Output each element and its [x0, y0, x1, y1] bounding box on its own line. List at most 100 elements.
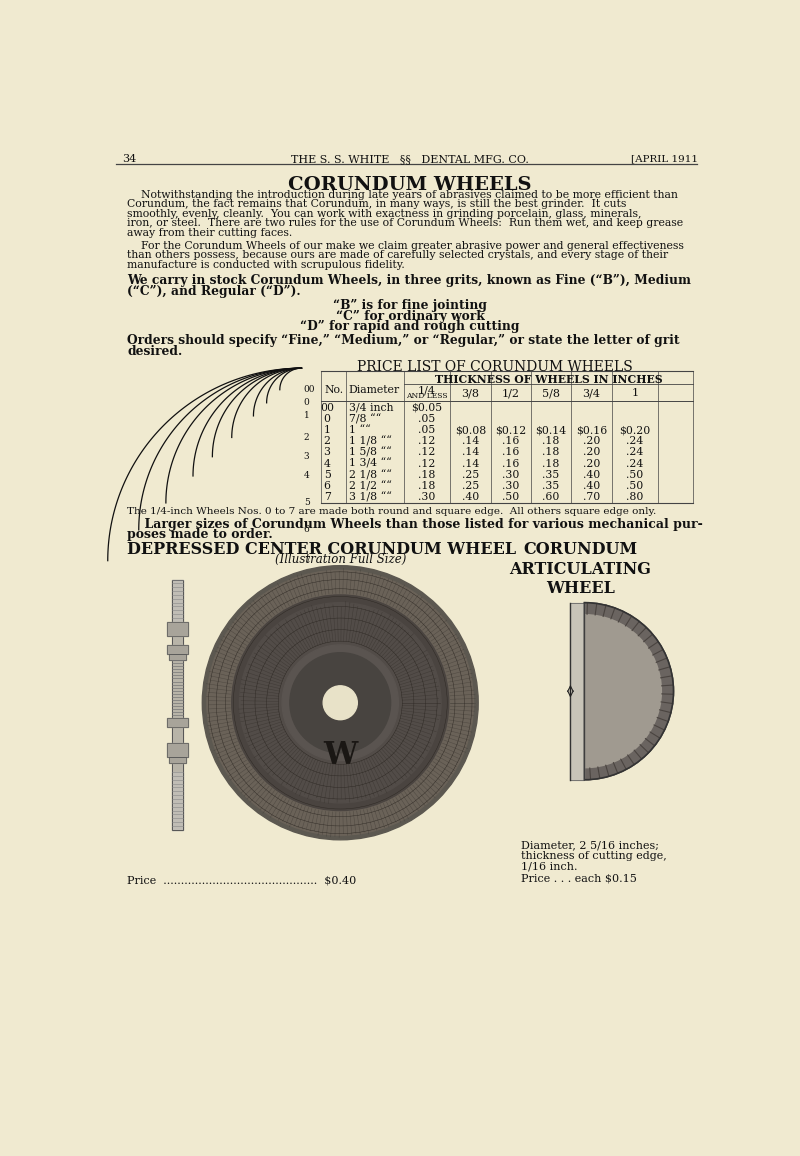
- Text: thickness of cutting edge,: thickness of cutting edge,: [521, 851, 666, 860]
- Text: CORUNDUM WHEELS: CORUNDUM WHEELS: [288, 176, 532, 194]
- Text: .25: .25: [462, 481, 479, 491]
- Text: .12: .12: [418, 447, 436, 458]
- Text: Notwithstanding the introduction during late years of abrasives claimed to be mo: Notwithstanding the introduction during …: [127, 190, 678, 200]
- Text: Diameter: Diameter: [349, 385, 400, 395]
- Bar: [166, 645, 188, 654]
- Text: 5: 5: [324, 469, 330, 480]
- Text: away from their cutting faces.: away from their cutting faces.: [127, 228, 292, 238]
- Bar: [169, 654, 186, 660]
- Text: 2: 2: [304, 434, 310, 442]
- Text: THE S. S. WHITE   §§   DENTAL MFG. CO.: THE S. S. WHITE §§ DENTAL MFG. CO.: [291, 154, 529, 164]
- Text: 7: 7: [304, 556, 310, 565]
- Text: 5: 5: [304, 498, 310, 507]
- Text: .16: .16: [502, 436, 519, 446]
- Text: .50: .50: [502, 492, 519, 502]
- Text: .18: .18: [542, 447, 560, 458]
- Text: than others possess, because ours are made of carefully selected crystals, and e: than others possess, because ours are ma…: [127, 251, 668, 260]
- Text: 0: 0: [323, 414, 330, 424]
- Circle shape: [202, 565, 478, 839]
- Bar: [172, 579, 183, 830]
- Text: 6: 6: [323, 481, 330, 491]
- Wedge shape: [584, 614, 663, 769]
- Text: .16: .16: [502, 447, 519, 458]
- Bar: [166, 645, 188, 654]
- Wedge shape: [584, 602, 674, 780]
- Text: $0.08: $0.08: [455, 425, 486, 435]
- Text: .12: .12: [418, 436, 436, 446]
- Circle shape: [290, 653, 390, 753]
- Circle shape: [207, 570, 474, 835]
- Text: .60: .60: [542, 492, 560, 502]
- Text: .12: .12: [418, 459, 436, 468]
- Bar: [166, 718, 188, 727]
- Text: Price  ............................................  $0.40: Price ..................................…: [127, 876, 356, 885]
- Text: smoothly, evenly, cleanly.  You can work with exactness in grinding porcelain, g: smoothly, evenly, cleanly. You can work …: [127, 209, 642, 218]
- Text: CORUNDUM
ARTICULATING
WHEEL: CORUNDUM ARTICULATING WHEEL: [510, 541, 651, 598]
- Text: .18: .18: [418, 469, 436, 480]
- Circle shape: [282, 645, 398, 761]
- Text: 5/8: 5/8: [542, 388, 560, 398]
- Text: 3/4: 3/4: [582, 388, 600, 398]
- Text: .24: .24: [626, 436, 643, 446]
- Text: 7: 7: [324, 492, 330, 502]
- Text: We carry in stock Corundum Wheels, in three grits, known as Fine (“B”), Medium: We carry in stock Corundum Wheels, in th…: [127, 274, 691, 287]
- Text: $0.16: $0.16: [576, 425, 607, 435]
- Text: No.: No.: [325, 385, 344, 395]
- Text: .05: .05: [418, 425, 436, 435]
- Text: .05: .05: [418, 414, 436, 424]
- Text: .14: .14: [462, 459, 479, 468]
- Text: $0.12: $0.12: [495, 425, 526, 435]
- Text: poses made to order.: poses made to order.: [127, 528, 273, 541]
- Text: .35: .35: [542, 481, 560, 491]
- Text: 1: 1: [304, 412, 310, 421]
- Text: 0: 0: [304, 399, 310, 407]
- Bar: [166, 622, 188, 636]
- Text: $0.05: $0.05: [411, 402, 442, 413]
- Bar: [166, 718, 188, 727]
- Bar: [166, 622, 188, 636]
- Text: $0.14: $0.14: [535, 425, 566, 435]
- Text: DEPRESSED CENTER CORUNDUM WHEEL: DEPRESSED CENTER CORUNDUM WHEEL: [127, 541, 516, 558]
- Text: .40: .40: [462, 492, 479, 502]
- Text: .14: .14: [462, 447, 479, 458]
- Text: 1 ““: 1 ““: [349, 425, 370, 435]
- Text: 1: 1: [631, 388, 638, 398]
- Text: 3 1/8 ““: 3 1/8 ““: [349, 492, 392, 503]
- Text: Corundum, the fact remains that Corundum, in many ways, is still the best grinde: Corundum, the fact remains that Corundum…: [127, 199, 626, 209]
- Text: 34: 34: [122, 154, 136, 164]
- Text: 1: 1: [323, 425, 330, 435]
- Bar: [570, 602, 584, 780]
- Text: 2 1/2 ““: 2 1/2 ““: [349, 481, 392, 491]
- Text: Larger sizes of Corundum Wheels than those listed for various mechanical pur-: Larger sizes of Corundum Wheels than tho…: [127, 518, 703, 531]
- Text: “D” for rapid and rough cutting: “D” for rapid and rough cutting: [300, 320, 520, 333]
- Text: 1 1/8 ““: 1 1/8 ““: [349, 436, 392, 446]
- Text: (Illustration Full Size): (Illustration Full Size): [274, 554, 406, 566]
- Text: .24: .24: [626, 447, 643, 458]
- Bar: [172, 579, 183, 830]
- Text: .35: .35: [542, 469, 560, 480]
- Text: 3/4 inch: 3/4 inch: [349, 402, 394, 413]
- Text: “C” for ordinary work: “C” for ordinary work: [336, 310, 484, 323]
- Text: 4: 4: [324, 459, 330, 468]
- Text: 7/8 ““: 7/8 ““: [349, 414, 381, 424]
- Text: .20: .20: [582, 436, 600, 446]
- Text: .18: .18: [542, 436, 560, 446]
- Text: .20: .20: [582, 459, 600, 468]
- Text: .40: .40: [582, 469, 600, 480]
- Text: .14: .14: [462, 436, 479, 446]
- Circle shape: [232, 595, 449, 810]
- Bar: [570, 602, 584, 780]
- Text: .20: .20: [582, 447, 600, 458]
- Text: .25: .25: [462, 469, 479, 480]
- Text: .18: .18: [542, 459, 560, 468]
- Circle shape: [239, 602, 441, 803]
- Text: 3: 3: [304, 452, 310, 461]
- Bar: [172, 579, 183, 622]
- Text: 2 1/8 ““: 2 1/8 ““: [349, 469, 392, 480]
- Text: $0.20: $0.20: [619, 425, 650, 435]
- Text: 3: 3: [323, 447, 330, 458]
- Text: .16: .16: [502, 459, 519, 468]
- Text: desired.: desired.: [127, 346, 182, 358]
- Text: .70: .70: [582, 492, 600, 502]
- Bar: [166, 743, 188, 757]
